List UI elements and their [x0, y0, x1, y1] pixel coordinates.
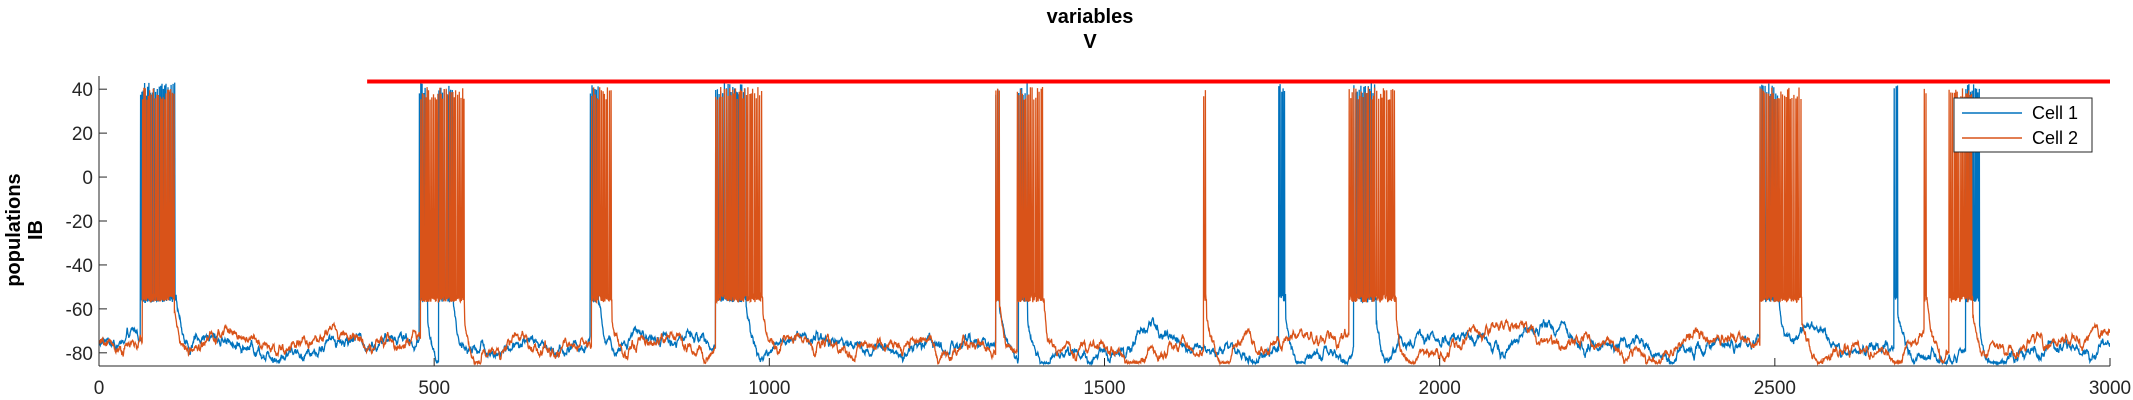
series-line-cell-1 [99, 82, 2110, 367]
legend-label-cell-1: Cell 1 [2032, 103, 2078, 123]
y-ticks: -80 -60 -40 -20 0 20 40 [66, 80, 107, 365]
y-tick-label: 20 [72, 124, 93, 145]
y-tick-label: -20 [66, 212, 93, 233]
x-ticks: 0 500 1000 1500 2000 2500 3000 [94, 358, 2131, 399]
x-tick-label: 1000 [748, 378, 790, 399]
x-tick-label: 2000 [1419, 378, 1461, 399]
x-tick-label: 500 [418, 378, 450, 399]
y-tick-label: -80 [66, 344, 93, 365]
series-line-cell-2 [99, 86, 2110, 367]
y-tick-label: -60 [66, 300, 93, 321]
legend: Cell 1 Cell 2 [1953, 97, 2093, 153]
plot-area [99, 79, 2110, 367]
legend-box [1953, 97, 2093, 153]
x-tick-label: 2500 [1754, 378, 1796, 399]
y-axis-label-line-1: populations [3, 173, 25, 286]
legend-label-cell-2: Cell 2 [2032, 128, 2078, 148]
x-tick-label: 1500 [1083, 378, 1125, 399]
y-axis-label: populations IB [3, 173, 47, 286]
y-tick-label: -40 [66, 256, 93, 277]
y-tick-label: 40 [72, 80, 93, 101]
y-tick-label: 0 [82, 168, 93, 189]
chart-title-line-2: V [1083, 31, 1097, 53]
x-tick-label: 3000 [2089, 378, 2131, 399]
y-axis-label-line-2: IB [25, 220, 47, 240]
x-tick-label: 0 [94, 378, 105, 399]
chart-title-line-1: variables [1047, 6, 1134, 28]
